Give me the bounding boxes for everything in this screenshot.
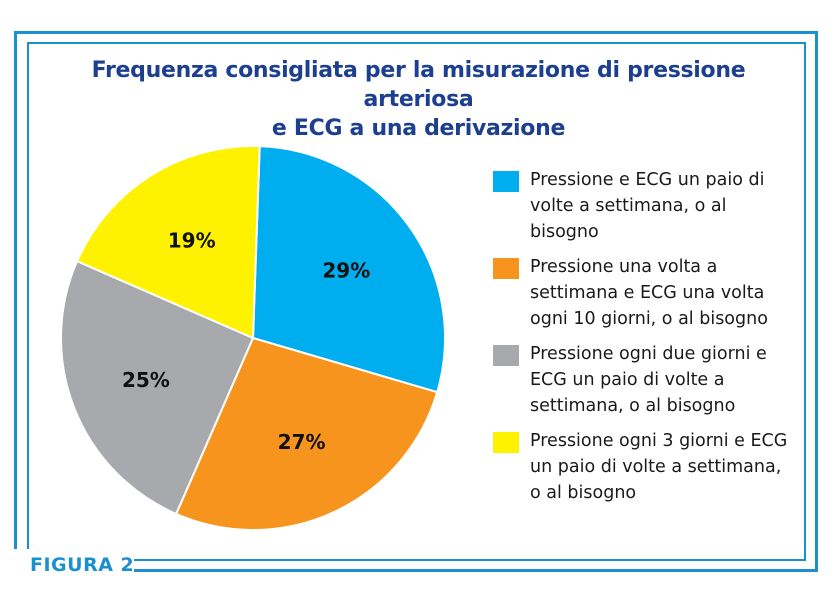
chart-title-line-2: e ECG a una derivazione	[271, 116, 566, 141]
legend-item-3: Pressione ogni due giorni e ECG un paio …	[493, 341, 793, 419]
legend-label-1: Pressione e ECG un paio di volte a setti…	[530, 170, 765, 242]
legend-swatch-1	[493, 171, 519, 192]
legend-swatch-3	[493, 345, 519, 366]
inner-frame	[27, 42, 806, 561]
pie-slice-value-label-1: 29%	[322, 259, 370, 283]
legend-label-4: Pressione ogni 3 giorni e ECG un paio di…	[530, 431, 788, 503]
figure-label-background	[0, 549, 134, 584]
pie-slice-2	[174, 336, 439, 531]
legend-label-3: Pressione ogni due giorni e ECG un paio …	[530, 344, 767, 416]
pie-slice-4	[75, 145, 261, 340]
legend-swatch-4	[493, 432, 519, 453]
legend-item-1: Pressione e ECG un paio di volte a setti…	[493, 167, 793, 245]
chart-legend: Pressione e ECG un paio di volte a setti…	[493, 167, 793, 515]
pie-slice-1	[251, 145, 446, 394]
pie-slice-value-label-2: 27%	[278, 430, 326, 454]
chart-title-line-1: Frequenza consigliata per la misurazione…	[91, 58, 746, 112]
legend-label-2: Pressione una volta a settimana e ECG un…	[530, 257, 768, 329]
pie-slice-3	[60, 259, 255, 516]
pie-slice-value-label-4: 19%	[168, 229, 216, 253]
legend-swatch-2	[493, 258, 519, 279]
legend-item-2: Pressione una volta a settimana e ECG un…	[493, 254, 793, 332]
pie-slice-value-label-3: 25%	[122, 368, 170, 392]
figure-label: FIGURA 2	[30, 554, 135, 576]
outer-frame	[14, 31, 818, 572]
chart-title: Frequenza consigliata per la misurazione…	[40, 56, 797, 143]
legend-item-4: Pressione ogni 3 giorni e ECG un paio di…	[493, 428, 793, 506]
